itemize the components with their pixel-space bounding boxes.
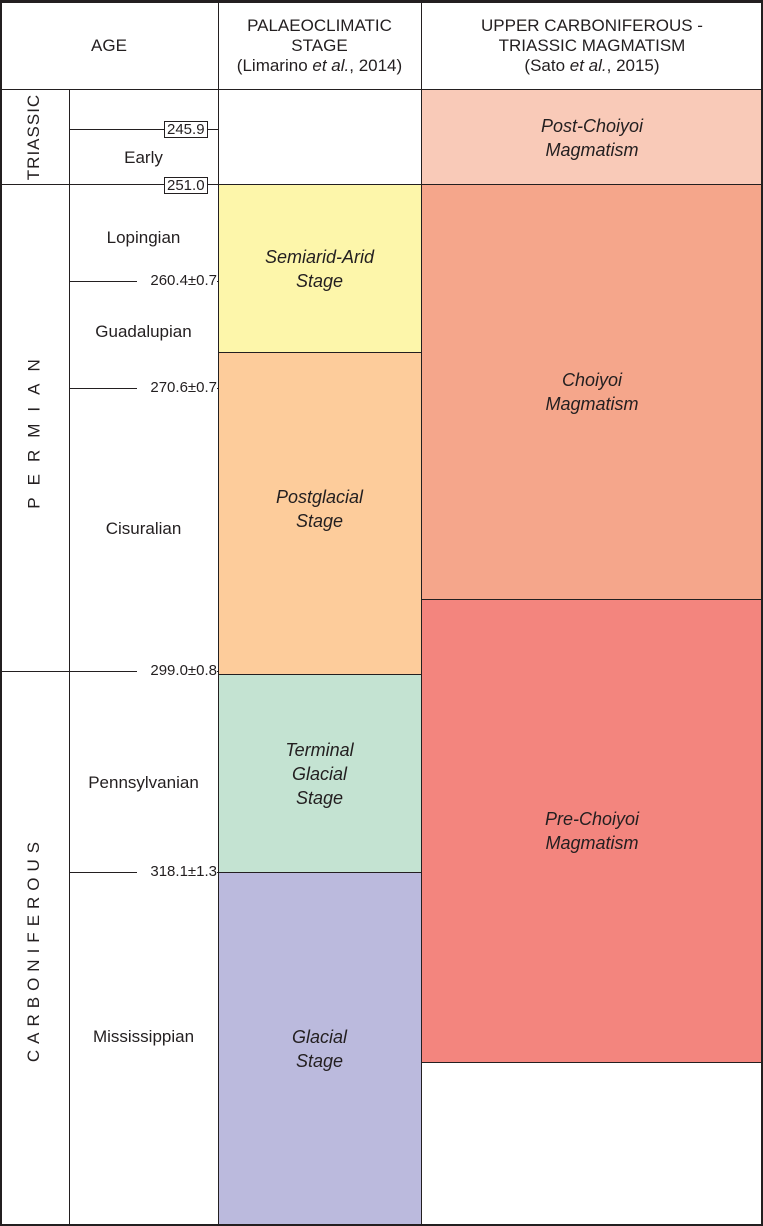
epoch-cisuralian: Cisuralian (105, 519, 182, 538)
stage-label: Stage (295, 510, 344, 531)
stage-label: Stage (295, 1050, 344, 1071)
stage-label: Postglacial (275, 486, 364, 507)
age-251-0: 251.0 (164, 177, 208, 194)
age-318-1: 318.1±1.3 (137, 863, 217, 880)
epoch-mississippian: Mississippian (92, 1027, 195, 1046)
reference: et al. (569, 56, 607, 75)
header-label: UPPER CARBONIFEROUS - (481, 16, 703, 35)
divider (421, 1062, 763, 1063)
reference: (Limarino (236, 56, 313, 75)
stage-label: Glacial (291, 763, 348, 784)
reference: (Sato (524, 56, 570, 75)
magmatism-label: Choiyoi (561, 370, 622, 390)
header-label: TRIASSIC MAGMATISM (498, 36, 686, 55)
stage-label: Stage (295, 787, 344, 808)
stage-label: Stage (295, 270, 344, 291)
stage-glacial: Glacial Stage (218, 872, 421, 1224)
reference: et al. (312, 56, 350, 75)
divider (0, 671, 218, 672)
magmatism-label: Pre-Choiyoi (544, 809, 640, 829)
magmatism-label: Magmatism (545, 833, 639, 853)
age-245-9: 245.9 (164, 121, 208, 138)
magmatism-label: Magmatism (545, 139, 639, 160)
header-magmatism: UPPER CARBONIFEROUS - TRIASSIC MAGMATISM(… (421, 3, 763, 89)
divider (0, 89, 763, 90)
age-270-6: 270.6±0.7 (137, 379, 217, 396)
magmatism-pre-choiyoi: Pre-Choiyoi Magmatism (421, 599, 763, 1062)
divider (69, 129, 218, 130)
stage-label: Semiarid-Arid (264, 246, 375, 267)
header-label: STAGE (291, 36, 348, 55)
magmatism-label: Post-Choiyoi (540, 115, 644, 136)
header-label: AGE (91, 36, 127, 55)
divider (0, 184, 421, 185)
divider (69, 89, 70, 1226)
header-age: AGE (0, 3, 218, 89)
age-260-4: 260.4±0.7 (137, 272, 217, 289)
magmatism-label: Magmatism (545, 394, 639, 414)
stage-label: Glacial (291, 1026, 348, 1047)
epoch-guadalupian: Guadalupian (95, 322, 192, 341)
reference: , 2015) (606, 56, 660, 75)
divider (421, 0, 422, 1226)
age-299-0: 299.0±0.8 (137, 662, 217, 679)
magmatism-post-choiyoi: Post-Choiyoi Magmatism (421, 89, 763, 185)
epoch-early: Early (124, 148, 163, 167)
reference: , 2014) (349, 56, 403, 75)
header-label: PALAEOCLIMATIC (247, 16, 392, 35)
stage-terminal-glacial: Terminal Glacial Stage (218, 674, 421, 872)
magmatism-choiyoi: Choiyoi Magmatism (421, 184, 763, 599)
stage-postglacial: Postglacial Stage (218, 352, 421, 674)
epoch-lopingian: Lopingian (106, 228, 181, 247)
stage-label: Terminal (285, 739, 354, 760)
epoch-pennsylvanian: Pennsylvanian (88, 773, 199, 792)
stage-semiarid-arid: Semiarid-Arid Stage (218, 184, 421, 352)
divider (218, 0, 219, 1226)
header-palaeoclimatic: PALAEOCLIMATIC STAGE (Limarino et al., 201… (218, 3, 421, 89)
